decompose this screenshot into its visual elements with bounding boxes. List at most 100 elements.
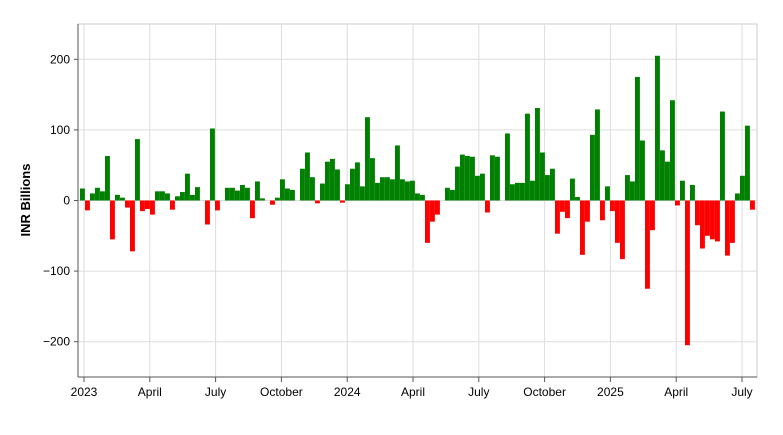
bar (740, 175, 745, 201)
bar (595, 109, 600, 201)
bar (105, 156, 110, 201)
bar (140, 200, 145, 212)
x-tick-label: 2024 (334, 385, 361, 399)
bar (550, 168, 555, 201)
bar (560, 200, 565, 212)
bar (185, 173, 190, 201)
bar (450, 189, 455, 201)
x-tick-label: 2025 (597, 385, 624, 399)
bar (315, 200, 320, 204)
bar (165, 193, 170, 201)
bar (735, 193, 740, 201)
bar (100, 191, 105, 201)
x-tick-label: July (468, 385, 489, 399)
bar (180, 192, 185, 201)
bar (665, 161, 670, 201)
bar (350, 168, 355, 201)
bar (95, 187, 100, 201)
bar (530, 180, 535, 201)
bar (120, 197, 125, 201)
bar (410, 180, 415, 201)
bar (175, 196, 180, 201)
bar (495, 156, 500, 201)
bar (415, 193, 420, 201)
bar (135, 139, 140, 201)
bar (125, 200, 130, 208)
bar (370, 158, 375, 201)
x-tick-label: April (138, 385, 162, 399)
bar (555, 200, 560, 234)
bar (705, 200, 710, 236)
bar (215, 200, 220, 211)
x-tick-label: July (205, 385, 226, 399)
bar (255, 181, 260, 201)
bar (470, 156, 475, 201)
bar (300, 168, 305, 201)
bar (85, 200, 90, 211)
bar (465, 156, 470, 201)
bar (115, 194, 120, 201)
bar (360, 186, 365, 201)
bar (610, 200, 615, 212)
bar (170, 200, 175, 210)
bar (480, 173, 485, 201)
bar (145, 200, 150, 209)
bar (615, 200, 620, 243)
bar (695, 200, 700, 226)
bar (150, 200, 155, 215)
bar (425, 200, 430, 243)
bar (520, 182, 525, 201)
bar (395, 145, 400, 201)
bar (455, 166, 460, 201)
bar (405, 181, 410, 201)
bar (675, 200, 680, 206)
bar (710, 200, 715, 240)
bar (195, 187, 200, 201)
bar (460, 154, 465, 201)
bar (210, 128, 215, 201)
bar (310, 177, 315, 201)
bar (355, 162, 360, 201)
x-tick-label: 2023 (71, 385, 98, 399)
bar (330, 158, 335, 201)
bar (305, 152, 310, 201)
bar (325, 161, 330, 201)
bar (540, 152, 545, 201)
bar (365, 117, 370, 201)
bar (240, 184, 245, 201)
bar (680, 180, 685, 201)
bar (660, 150, 665, 201)
bar (230, 187, 235, 201)
bar (485, 200, 490, 213)
x-tick-label: October (260, 385, 303, 399)
bar (650, 200, 655, 231)
bar (750, 200, 755, 210)
bar (335, 169, 340, 201)
y-axis-label: INR Billions (18, 164, 33, 237)
bar (380, 177, 385, 201)
bar (205, 200, 210, 225)
bar (635, 76, 640, 201)
bar (270, 200, 275, 205)
bar (545, 175, 550, 201)
bar (110, 200, 115, 240)
bar (320, 183, 325, 201)
bar (640, 140, 645, 201)
bar (155, 191, 160, 201)
axes: −200 −100 0 100 200 2023 April July October 2024 A… (43, 24, 757, 399)
bar (250, 200, 255, 219)
y-tick-label: 0 (63, 194, 70, 208)
bar (580, 200, 585, 255)
bar (160, 191, 165, 201)
bar (225, 187, 230, 201)
bar (90, 193, 95, 201)
x-tick-label: April (664, 385, 688, 399)
bar (630, 181, 635, 201)
bar (525, 113, 530, 201)
bar (605, 186, 610, 201)
bar (285, 188, 290, 201)
bar (345, 184, 350, 201)
bar (690, 184, 695, 201)
